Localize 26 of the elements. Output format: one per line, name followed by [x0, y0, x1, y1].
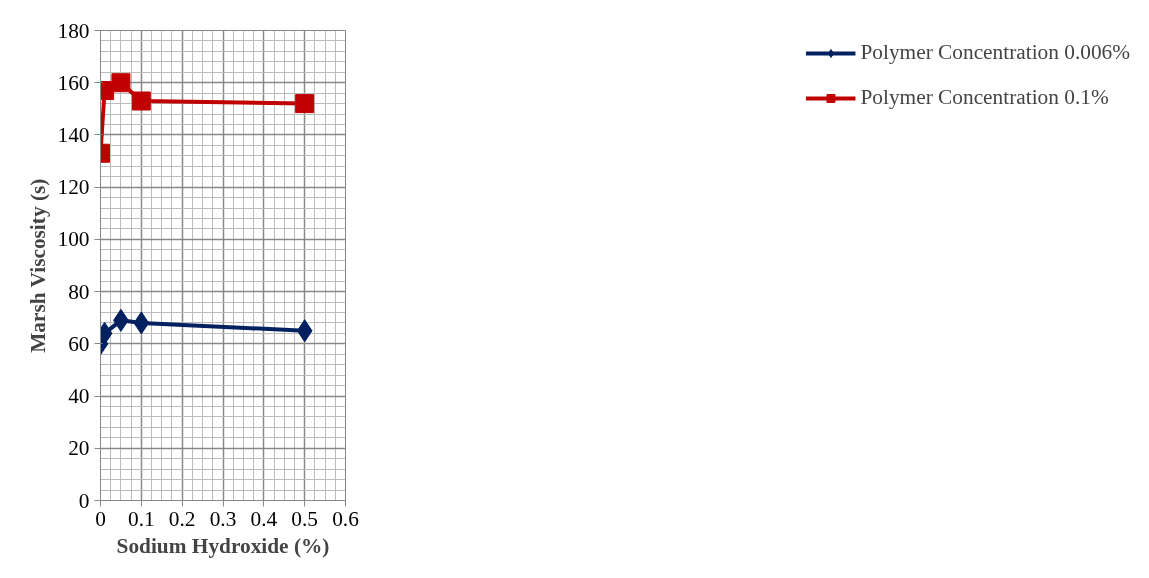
y-tick-label: 120: [57, 175, 90, 200]
x-tick-label: 0.4: [250, 506, 278, 531]
y-tick-label: 100: [57, 227, 90, 252]
point: [111, 73, 131, 93]
y-tick-label: 140: [57, 122, 90, 147]
x-tick-label: 0.6: [332, 506, 360, 531]
x-tick-label: 0: [95, 506, 106, 531]
y-axis-title: Marsh Viscosity (s): [25, 178, 50, 353]
y-tick-label: 40: [68, 384, 90, 409]
legend-label: Polymer Concentration 0.1%: [860, 85, 1109, 110]
y-tick-label: 80: [68, 279, 90, 304]
y-tick-label: 0: [78, 488, 90, 513]
point: [133, 311, 150, 335]
y-tick-label: 20: [68, 436, 90, 461]
point: [295, 94, 315, 114]
y-tick-label: 160: [57, 70, 90, 95]
x-axis-title: Sodium Hydroxide (%): [116, 533, 330, 558]
y-tick-label: 60: [68, 331, 90, 356]
legend-label: Polymer Concentration 0.006%: [860, 40, 1130, 65]
y-tick-label: 180: [57, 18, 90, 43]
point: [131, 91, 151, 111]
x-tick-label: 0.5: [291, 506, 319, 531]
x-tick-label: 0.1: [128, 506, 155, 531]
x-tick-label: 0.3: [209, 506, 237, 531]
x-tick-label: 0.2: [168, 506, 196, 531]
point: [296, 319, 313, 343]
